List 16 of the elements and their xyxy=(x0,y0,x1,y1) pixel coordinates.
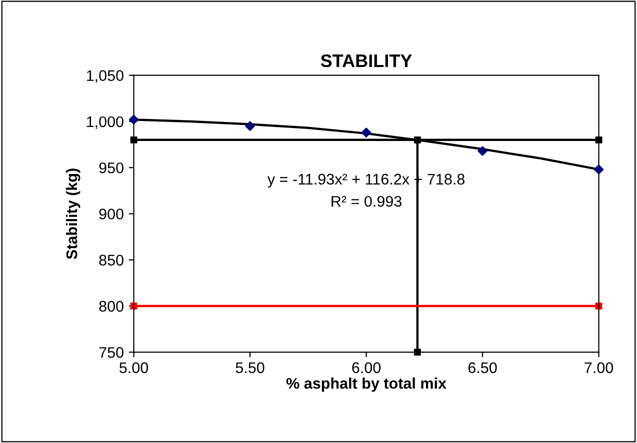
y-tick-label: 850 xyxy=(99,254,124,266)
y-tick-label: 1,000 xyxy=(86,116,124,129)
x-tick-label: 5.50 xyxy=(236,362,264,374)
x-tick-label: 6.50 xyxy=(468,362,497,374)
annotation: R² = 0.993 xyxy=(332,196,402,207)
chart-title: STABILITY xyxy=(320,54,412,68)
y-tick-label: 950 xyxy=(99,162,124,174)
y-tick-label: 900 xyxy=(99,208,124,220)
x-tick-label: 7.00 xyxy=(584,362,614,374)
y-tick-label: 750 xyxy=(99,347,124,358)
x-tick-label: 5.00 xyxy=(120,362,148,374)
y-axis-title: Stability (kg) xyxy=(66,168,80,260)
x-tick-label: 6.00 xyxy=(352,362,381,374)
y-tick-label: 800 xyxy=(99,300,124,312)
x-axis-title: % asphalt by total mix xyxy=(286,378,446,392)
y-tick-label: 1,050 xyxy=(86,70,124,83)
